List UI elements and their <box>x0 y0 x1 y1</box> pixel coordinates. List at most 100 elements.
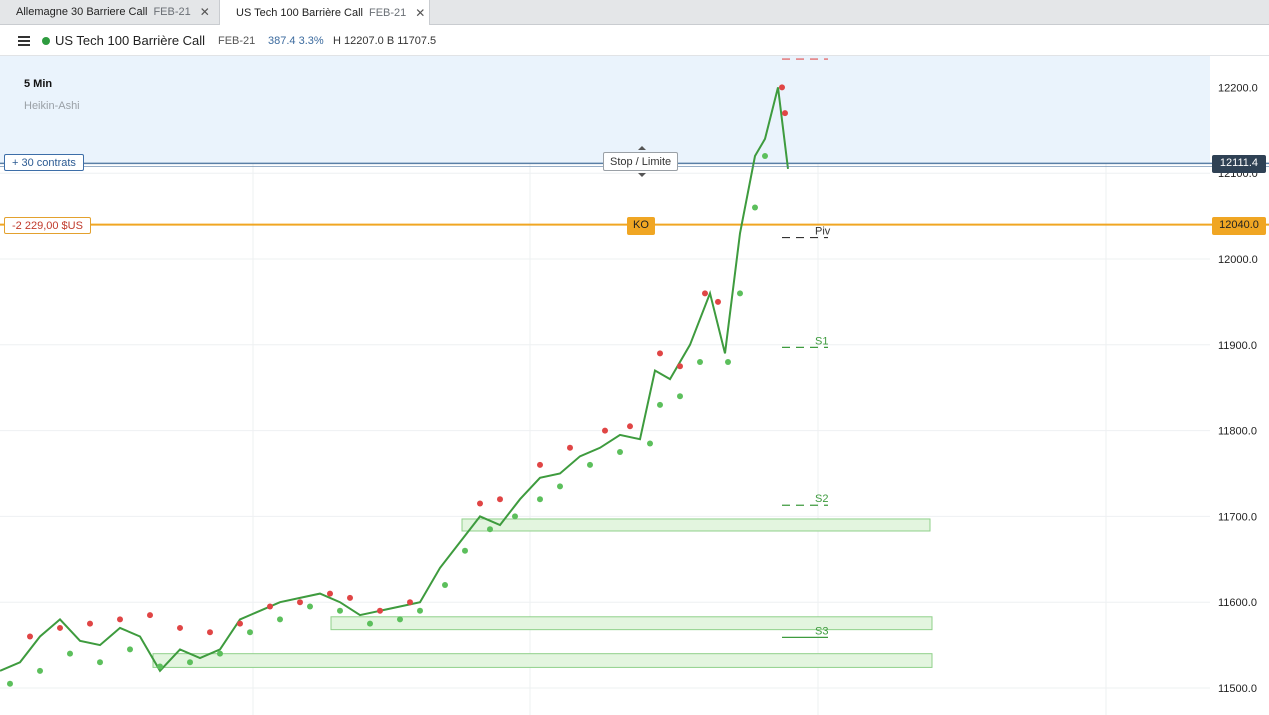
ha-down-dot <box>602 427 608 434</box>
ha-down-dot <box>267 603 273 610</box>
ha-up-dot <box>277 616 283 623</box>
tab-bar: Allemagne 30 Barriere Call FEB-21 ✕ US T… <box>0 0 1269 25</box>
caret-up-icon[interactable] <box>638 146 646 150</box>
ha-up-dot <box>157 663 163 670</box>
tab-us-tech-100[interactable]: US Tech 100 Barrière Call FEB-21 ✕ <box>220 0 430 25</box>
ko-badge[interactable]: KO <box>627 217 655 235</box>
close-icon[interactable]: ✕ <box>415 5 426 20</box>
ha-down-dot <box>537 461 543 468</box>
ha-down-dot <box>177 624 183 631</box>
y-tick-label: 12200.0 <box>1218 82 1258 94</box>
ha-up-dot <box>557 483 563 490</box>
pivot-label: S1 <box>815 335 828 347</box>
y-tick-label: 11600.0 <box>1218 597 1257 609</box>
ha-down-dot <box>377 607 383 614</box>
ha-up-dot <box>442 582 448 589</box>
ha-down-dot <box>677 363 683 370</box>
position-badge[interactable]: + 30 contrats <box>4 154 84 171</box>
pivot-levels: R1 Piv S1 S2 S3 <box>782 56 831 638</box>
instrument-expiry: FEB-21 <box>218 35 256 47</box>
price-series <box>0 87 789 673</box>
ha-down-dot <box>782 110 788 117</box>
y-tick-label: 11800.0 <box>1218 426 1257 438</box>
tab-expiry: FEB-21 <box>153 6 191 18</box>
ha-up-dot <box>587 461 593 468</box>
pivot-label: S2 <box>815 493 828 505</box>
ha-up-dot <box>647 440 653 447</box>
stop-limit-button[interactable]: Stop / Limite <box>603 152 679 171</box>
ha-up-dot <box>752 204 758 211</box>
ha-down-dot <box>27 633 33 640</box>
pnl-badge: -2 229,00 $US <box>4 217 91 234</box>
price-chart[interactable]: R1 Piv S1 S2 S3 11500.0 11600.0 11700.0 11800.0… <box>0 56 1269 715</box>
heikin-ashi-up-dots <box>7 153 768 687</box>
menu-icon[interactable] <box>18 36 30 46</box>
ha-up-dot <box>217 650 223 657</box>
price-change: 387.4 3.3% <box>268 35 324 47</box>
ha-down-dot <box>627 423 633 430</box>
tab-allemagne-30[interactable]: Allemagne 30 Barriere Call FEB-21 ✕ <box>0 0 220 24</box>
ha-up-dot <box>37 667 43 674</box>
ha-down-dot <box>715 298 721 305</box>
ha-down-dot <box>477 500 483 507</box>
ha-down-dot <box>407 599 413 606</box>
ha-down-dot <box>237 620 243 627</box>
ha-down-dot <box>207 629 213 636</box>
ha-down-dot <box>117 616 123 623</box>
pivot-label: Piv <box>815 226 831 238</box>
ha-down-dot <box>147 612 153 619</box>
ha-down-dot <box>327 590 333 597</box>
caret-down-icon[interactable] <box>638 173 646 177</box>
support-zones <box>152 518 933 668</box>
ha-up-dot <box>307 603 313 610</box>
ha-down-dot <box>702 290 708 297</box>
support-zone <box>461 518 931 532</box>
ha-up-dot <box>367 620 373 627</box>
y-tick-label: 11700.0 <box>1218 511 1257 523</box>
ha-down-dot <box>567 444 573 451</box>
timeframe-label[interactable]: 5 Min <box>24 78 53 90</box>
ha-up-dot <box>247 629 253 636</box>
instrument-header: US Tech 100 Barrière Call FEB-21 387.4 3… <box>0 25 1269 56</box>
market-open-status-icon <box>42 37 50 45</box>
ha-up-dot <box>7 680 13 687</box>
ha-down-dot <box>297 599 303 606</box>
tab-expiry: FEB-21 <box>368 6 407 19</box>
ha-up-dot <box>462 547 468 554</box>
ha-up-dot <box>487 526 493 533</box>
tab-label: Allemagne 30 Barriere Call <box>16 6 148 18</box>
chart-type-label[interactable]: Heikin-Ashi <box>24 100 80 112</box>
ha-down-dot <box>657 350 663 357</box>
ha-up-dot <box>417 607 423 614</box>
ha-up-dot <box>677 393 683 400</box>
tab-label: US Tech 100 Barrière Call <box>236 6 363 19</box>
ha-up-dot <box>67 650 73 657</box>
ha-up-dot <box>337 607 343 614</box>
position-area <box>0 56 1210 164</box>
y-tick-label: 12000.0 <box>1218 254 1258 266</box>
ha-up-dot <box>97 659 103 666</box>
ha-up-dot <box>725 358 731 365</box>
ha-down-dot <box>347 594 353 601</box>
ha-down-dot <box>779 84 785 91</box>
ko-price-label: 12040.0 <box>1212 217 1266 235</box>
ha-up-dot <box>187 659 193 666</box>
y-tick-label: 11500.0 <box>1218 683 1257 695</box>
ha-up-dot <box>657 401 663 408</box>
pivot-label: R1 <box>815 56 829 59</box>
close-icon[interactable]: ✕ <box>199 5 210 19</box>
ha-up-dot <box>737 290 743 297</box>
ha-up-dot <box>397 616 403 623</box>
pivot-label: S3 <box>815 625 828 637</box>
ha-down-dot <box>87 620 93 627</box>
ha-down-dot <box>497 496 503 503</box>
ha-up-dot <box>127 646 133 653</box>
ha-up-dot <box>537 496 543 503</box>
instrument-title: US Tech 100 Barrière Call <box>55 33 206 48</box>
support-zone <box>330 616 933 631</box>
y-axis: 11500.0 11600.0 11700.0 11800.0 11900.0 12000… <box>1218 82 1258 695</box>
high-low: H 12207.0 B 11707.5 <box>333 35 437 47</box>
ha-up-dot <box>697 358 703 365</box>
heikin-ashi-down-dots <box>27 84 788 640</box>
ha-up-dot <box>762 153 768 160</box>
